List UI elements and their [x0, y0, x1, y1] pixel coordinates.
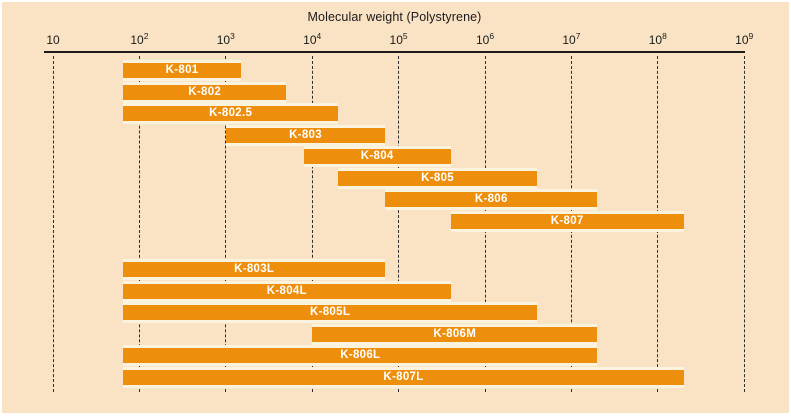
column-range-bar: K-807	[450, 213, 684, 229]
column-label: K-802	[188, 85, 222, 98]
column-label: K-805L	[310, 306, 351, 319]
gridline	[138, 56, 140, 392]
column-range-bar: K-806M	[312, 326, 598, 342]
column-label: K-807L	[383, 371, 424, 383]
column-label: K-807	[550, 214, 584, 227]
x-tick-label: 106	[475, 31, 495, 47]
gridline	[311, 56, 313, 392]
x-tick-label: 109	[735, 31, 754, 47]
column-range-bar: K-802	[123, 84, 287, 100]
gridline	[743, 56, 745, 392]
x-tick-label: 108	[648, 31, 667, 47]
x-tick-label: 102	[130, 31, 149, 47]
column-label: K-803L	[234, 263, 275, 275]
gridline	[52, 56, 54, 392]
column-range-bar: K-801	[123, 63, 241, 78]
x-tick-label: 105	[389, 31, 408, 47]
column-range-bar: K-806L	[123, 348, 598, 364]
column-label: K-805	[421, 171, 454, 184]
column-label: K-806	[474, 193, 508, 205]
column-range-bar: K-805L	[123, 305, 537, 321]
x-tick-label: 104	[303, 31, 322, 47]
column-range-bar: K-805	[338, 170, 537, 186]
column-range-bar: K-802.5	[123, 106, 339, 121]
column-range-bar: K-803L	[123, 262, 386, 277]
x-tick-label: 10	[46, 33, 60, 47]
column-range-bar: K-807L	[123, 370, 684, 385]
chart-title: Molecular weight (Polystyrene)	[307, 10, 482, 24]
x-tick-label: 107	[562, 31, 581, 47]
column-range-bar: K-804	[303, 149, 451, 164]
column-range-bar: K-804L	[123, 283, 451, 299]
column-label: K-804L	[266, 284, 307, 297]
column-label: K-801	[165, 64, 199, 76]
column-range-bar: K-806	[385, 192, 598, 207]
column-label: K-804	[360, 150, 394, 162]
column-label: K-802.5	[209, 107, 253, 119]
x-tick-label: 103	[216, 31, 235, 47]
column-label: K-806L	[340, 349, 381, 362]
column-label: K-803	[289, 128, 322, 141]
gridline	[225, 56, 227, 392]
gridline	[398, 56, 400, 392]
column-range-bar: K-803	[225, 127, 386, 143]
x-axis-line	[44, 51, 745, 53]
column-label: K-806M	[433, 327, 477, 340]
